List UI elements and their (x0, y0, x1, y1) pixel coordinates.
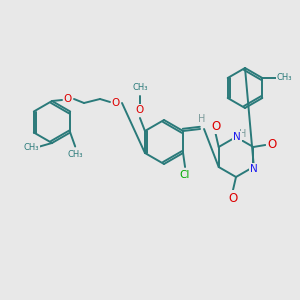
Text: N: N (233, 132, 241, 142)
Text: O: O (136, 105, 144, 115)
Text: O: O (211, 119, 220, 133)
Text: CH₃: CH₃ (277, 74, 292, 82)
Text: CH₃: CH₃ (23, 143, 39, 152)
Text: O: O (112, 98, 120, 108)
Text: Cl: Cl (180, 170, 190, 180)
Text: O: O (64, 94, 72, 104)
Text: CH₃: CH₃ (68, 150, 83, 159)
Text: H: H (239, 129, 247, 139)
Text: O: O (268, 139, 277, 152)
Text: H: H (198, 114, 206, 124)
Text: CH₃: CH₃ (132, 83, 148, 92)
Text: O: O (228, 191, 238, 205)
Text: N: N (250, 164, 258, 174)
